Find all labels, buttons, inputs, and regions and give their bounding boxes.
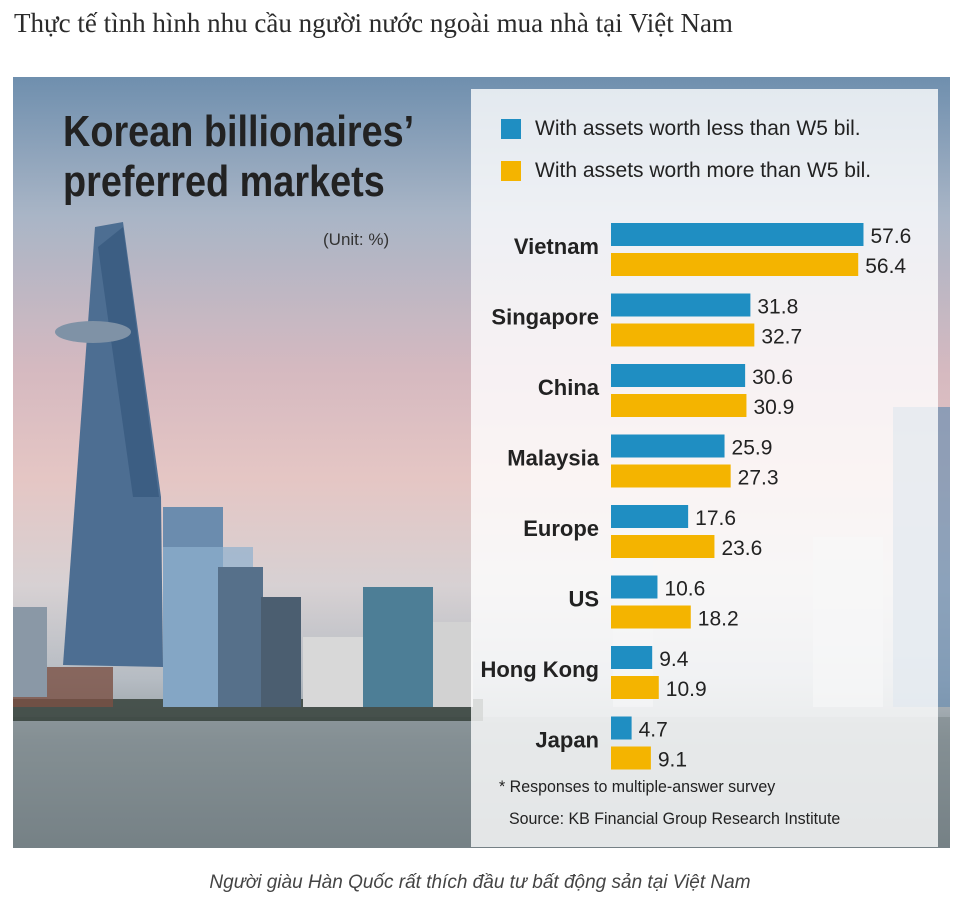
unit-label: (Unit: %): [323, 230, 390, 249]
value-label-singapore-more: 32.7: [761, 326, 802, 349]
article-heading: Thực tế tình hình nhu cầu người nước ngo…: [14, 8, 733, 38]
bar-vietnam-less: [611, 223, 864, 246]
bar-malaysia-less: [611, 434, 725, 458]
value-label-japan-less: 4.7: [639, 719, 668, 742]
chart-panel: With assets worth less than W5 bil. With…: [471, 89, 938, 847]
value-label-vietnam-less: 57.6: [870, 225, 911, 248]
value-label-malaysia-less: 25.9: [732, 437, 773, 460]
bar-chart: Vietnam 57.6 56.4 Singapore 31.8 32.7 China 30.…: [480, 223, 911, 772]
value-label-malaysia-more: 27.3: [738, 467, 779, 490]
footnote: * Responses to multiple-answer survey: [499, 777, 776, 796]
bar-europe-less: [611, 505, 689, 528]
bar-japan-more: [611, 746, 651, 770]
value-label-japan-more: 9.1: [658, 749, 687, 772]
value-label-hong-kong-less: 9.4: [659, 648, 689, 671]
legend-swatch-orange: [501, 161, 521, 181]
bar-singapore-less: [611, 293, 751, 317]
legend-swatch-blue: [501, 119, 521, 139]
bar-hong-kong-less: [611, 646, 653, 669]
category-label-vietnam: Vietnam: [514, 234, 599, 259]
bar-us-less: [611, 575, 658, 599]
value-label-europe-more: 23.6: [721, 537, 762, 560]
legend-label: With assets worth less than W5 bil.: [535, 117, 861, 140]
legend-label: With assets worth more than W5 bil.: [535, 159, 872, 182]
bar-china-more: [611, 394, 747, 417]
category-label-us: US: [568, 587, 599, 612]
category-label-europe: Europe: [523, 516, 599, 541]
bar-china-less: [611, 364, 746, 387]
value-label-us-less: 10.6: [664, 578, 705, 601]
value-label-china-more: 30.9: [753, 396, 794, 419]
bar-hong-kong-more: [611, 676, 659, 699]
value-label-china-less: 30.6: [752, 366, 793, 389]
chart-title: Korean billionaires’ preferred markets: [63, 107, 414, 207]
bar-singapore-more: [611, 323, 755, 347]
chart-figure: Korean billionaires’ preferred markets (…: [13, 77, 950, 848]
image-caption: Người giàu Hàn Quốc rất thích đầu tư bất…: [209, 872, 751, 893]
category-label-singapore: Singapore: [491, 305, 599, 330]
value-label-us-more: 18.2: [698, 608, 739, 631]
value-label-vietnam-more: 56.4: [865, 255, 906, 278]
category-label-china: China: [538, 375, 600, 400]
category-label-japan: Japan: [535, 728, 599, 753]
bar-vietnam-more: [611, 253, 859, 276]
bar-malaysia-more: [611, 464, 731, 488]
value-label-singapore-less: 31.8: [757, 296, 798, 319]
category-label-hong-kong: Hong Kong: [480, 657, 599, 682]
value-label-europe-less: 17.6: [695, 507, 736, 530]
legend-item-less-than-5bil: With assets worth less than W5 bil.: [501, 115, 861, 143]
bar-japan-less: [611, 716, 632, 740]
chart-title-line-2: preferred markets: [63, 157, 385, 206]
legend-item-more-than-5bil: With assets worth more than W5 bil.: [501, 157, 871, 185]
chart-title-line-1: Korean billionaires’: [63, 107, 415, 156]
bar-europe-more: [611, 535, 715, 558]
category-label-malaysia: Malaysia: [507, 446, 599, 471]
value-label-hong-kong-more: 10.9: [666, 678, 707, 701]
bar-us-more: [611, 605, 691, 629]
source-note: Source: KB Financial Group Research Inst…: [509, 809, 841, 828]
